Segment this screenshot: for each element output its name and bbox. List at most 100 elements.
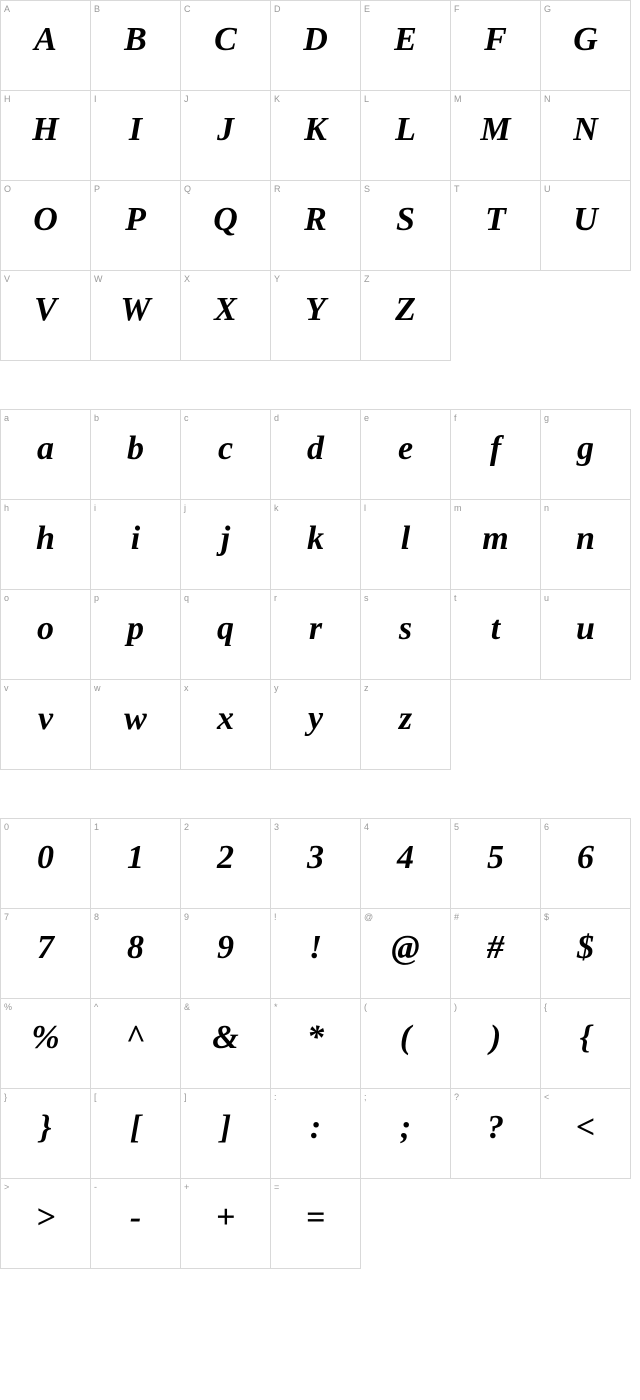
glyph-cell: bb: [91, 410, 181, 500]
glyph-character: v: [1, 702, 90, 736]
glyph-cell: ZZ: [361, 271, 451, 361]
glyph-character: I: [91, 113, 180, 147]
glyph-character: t: [451, 612, 540, 646]
glyph-cell: oo: [1, 590, 91, 680]
glyph-label: l: [364, 503, 366, 513]
glyph-character: b: [91, 432, 180, 466]
glyph-cell: 11: [91, 819, 181, 909]
glyph-cell: 55: [451, 819, 541, 909]
glyph-label: M: [454, 94, 462, 104]
glyph-cell: FF: [451, 1, 541, 91]
glyph-character: (: [361, 1021, 450, 1055]
glyph-label: T: [454, 184, 460, 194]
glyph-character: [: [91, 1111, 180, 1145]
glyph-label: q: [184, 593, 189, 603]
glyph-character: Z: [361, 293, 450, 327]
glyph-label: ;: [364, 1092, 367, 1102]
glyph-cell: 88: [91, 909, 181, 999]
glyph-character: V: [1, 293, 90, 327]
lowercase-grid: aabbccddeeffgghhiijjkkllmmnnooppqqrrsstt…: [0, 409, 631, 770]
glyph-cell: KK: [271, 91, 361, 181]
glyph-cell: qq: [181, 590, 271, 680]
glyph-character: >: [1, 1201, 90, 1235]
glyph-label: 2: [184, 822, 189, 832]
glyph-label: r: [274, 593, 277, 603]
glyph-character: 8: [91, 931, 180, 965]
glyph-cell: dd: [271, 410, 361, 500]
glyph-character: D: [271, 23, 360, 57]
glyph-character: x: [181, 702, 270, 736]
glyph-character: 4: [361, 841, 450, 875]
glyph-cell: ss: [361, 590, 451, 680]
glyph-label: h: [4, 503, 9, 513]
glyph-label: 6: [544, 822, 549, 832]
glyph-label: O: [4, 184, 11, 194]
glyph-cell: aa: [1, 410, 91, 500]
glyph-cell: DD: [271, 1, 361, 91]
glyph-label: y: [274, 683, 279, 693]
glyph-cell: ee: [361, 410, 451, 500]
glyph-character: +: [181, 1201, 270, 1235]
glyph-cell: XX: [181, 271, 271, 361]
glyph-character: ]: [181, 1111, 270, 1145]
glyph-character: 5: [451, 841, 540, 875]
glyph-character: T: [451, 203, 540, 237]
glyph-character: a: [1, 432, 90, 466]
glyph-character: m: [451, 522, 540, 556]
glyph-cell: GG: [541, 1, 631, 91]
glyph-label: {: [544, 1002, 547, 1012]
glyph-character: G: [541, 23, 630, 57]
glyph-cell: &&: [181, 999, 271, 1089]
glyph-label: c: [184, 413, 189, 423]
glyph-label: K: [274, 94, 280, 104]
glyph-character: S: [361, 203, 450, 237]
glyph-cell: ((: [361, 999, 451, 1089]
glyph-character: 6: [541, 841, 630, 875]
glyph-label: m: [454, 503, 462, 513]
glyph-cell: ii: [91, 500, 181, 590]
glyph-cell: CC: [181, 1, 271, 91]
glyph-label: i: [94, 503, 96, 513]
glyph-label: D: [274, 4, 281, 14]
glyph-label: B: [94, 4, 100, 14]
glyph-label: f: [454, 413, 457, 423]
glyph-cell: }}: [1, 1089, 91, 1179]
glyph-label: 1: [94, 822, 99, 832]
glyph-cell: 99: [181, 909, 271, 999]
glyph-label: +: [184, 1182, 189, 1192]
glyph-cell: ;;: [361, 1089, 451, 1179]
glyph-cell: gg: [541, 410, 631, 500]
glyph-cell: EE: [361, 1, 451, 91]
glyph-cell: NN: [541, 91, 631, 181]
glyph-label: !: [274, 912, 277, 922]
glyph-character: C: [181, 23, 270, 57]
uppercase-section: AABBCCDDEEFFGGHHIIJJKKLLMMNNOOPPQQRRSSTT…: [0, 0, 640, 361]
glyph-label: ^: [94, 1002, 98, 1012]
glyph-label: a: [4, 413, 9, 423]
glyph-cell: >>: [1, 1179, 91, 1269]
glyph-character: {: [541, 1021, 630, 1055]
glyph-character: p: [91, 612, 180, 646]
glyph-character: $: [541, 931, 630, 965]
glyph-cell: LL: [361, 91, 451, 181]
glyph-cell: uu: [541, 590, 631, 680]
glyph-cell: SS: [361, 181, 451, 271]
glyph-cell: vv: [1, 680, 91, 770]
glyph-label: Z: [364, 274, 370, 284]
glyph-cell: 44: [361, 819, 451, 909]
glyph-cell: HH: [1, 91, 91, 181]
glyph-label: w: [94, 683, 101, 693]
glyph-character: u: [541, 612, 630, 646]
glyph-cell: xx: [181, 680, 271, 770]
glyph-label: (: [364, 1002, 367, 1012]
glyph-label: L: [364, 94, 369, 104]
glyph-cell: nn: [541, 500, 631, 590]
glyph-cell: hh: [1, 500, 91, 590]
glyph-character: f: [451, 432, 540, 466]
glyph-character: B: [91, 23, 180, 57]
glyph-cell: BB: [91, 1, 181, 91]
glyph-label: V: [4, 274, 10, 284]
glyph-cell: ++: [181, 1179, 271, 1269]
glyph-character: @: [361, 931, 450, 965]
glyph-cell: WW: [91, 271, 181, 361]
